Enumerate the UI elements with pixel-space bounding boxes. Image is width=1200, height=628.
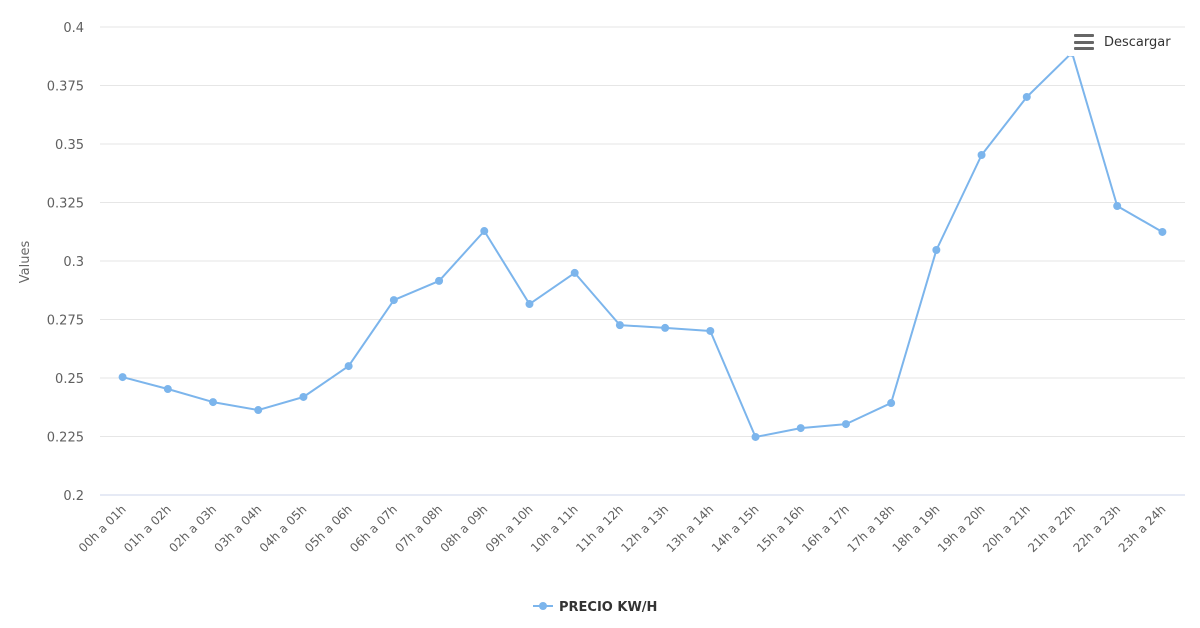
data-point[interactable] <box>977 150 986 159</box>
data-point[interactable] <box>299 392 308 401</box>
data-point[interactable] <box>751 432 760 441</box>
data-point[interactable] <box>796 424 805 433</box>
y-tick-label: 0.2 <box>63 489 84 504</box>
data-point[interactable] <box>706 326 715 335</box>
x-tick-label: 01h a 02h <box>121 502 174 555</box>
y-tick-label: 0.35 <box>55 138 84 153</box>
data-point[interactable] <box>1022 92 1031 101</box>
data-point[interactable] <box>254 406 263 415</box>
data-point[interactable] <box>1158 227 1167 236</box>
x-tick-label: 18h a 19h <box>890 502 943 555</box>
y-tick-label: 0.25 <box>55 372 84 387</box>
data-point[interactable] <box>841 420 850 429</box>
x-tick-label: 11h a 12h <box>573 502 626 555</box>
x-tick-label: 03h a 04h <box>212 502 265 555</box>
data-point[interactable] <box>615 321 624 330</box>
y-axis: 0.2 0.225 0.25 0.275 0.3 0.325 0.35 0.375 0.4 <box>47 21 84 504</box>
x-tick-label: 07h a 08h <box>392 502 445 555</box>
y-tick-label: 0.3 <box>63 255 84 270</box>
data-point[interactable] <box>209 398 218 407</box>
x-tick-label: 02h a 03h <box>166 502 219 555</box>
x-tick-label: 08h a 09h <box>438 502 491 555</box>
data-point[interactable] <box>1113 202 1122 211</box>
y-tick-label: 0.275 <box>47 314 84 329</box>
data-point[interactable] <box>570 268 579 277</box>
legend-item-label[interactable]: PRECIO KW/H <box>559 600 657 615</box>
x-tick-label: 16h a 17h <box>799 502 852 555</box>
data-point[interactable] <box>525 300 534 309</box>
download-label: Descargar <box>1104 34 1171 50</box>
data-point[interactable] <box>435 276 444 285</box>
x-tick-label: 22h a 23h <box>1070 502 1123 555</box>
data-point[interactable] <box>118 373 127 382</box>
x-tick-label: 15h a 16h <box>754 502 807 555</box>
data-point[interactable] <box>661 323 670 332</box>
x-tick-label: 23h a 24h <box>1116 502 1169 555</box>
x-tick-label: 20h a 21h <box>980 502 1033 555</box>
data-point[interactable] <box>480 227 489 236</box>
series-precio-kwh[interactable] <box>118 48 1167 441</box>
data-point[interactable] <box>389 296 398 305</box>
x-tick-label: 21h a 22h <box>1025 502 1078 555</box>
data-point[interactable] <box>932 246 941 255</box>
x-tick-label: 13h a 14h <box>664 502 717 555</box>
y-tick-label: 0.4 <box>63 21 84 36</box>
y-tick-label: 0.225 <box>47 431 84 446</box>
grid-lines <box>100 26 1185 496</box>
legend-marker-icon <box>539 602 547 610</box>
hamburger-menu-icon <box>1074 34 1094 50</box>
y-tick-label: 0.325 <box>47 197 84 212</box>
data-point[interactable] <box>163 384 172 393</box>
x-tick-label: 06h a 07h <box>347 502 400 555</box>
data-point[interactable] <box>344 362 353 371</box>
data-point[interactable] <box>887 399 896 408</box>
x-tick-label: 04h a 05h <box>257 502 310 555</box>
legend[interactable]: PRECIO KW/H <box>533 600 657 615</box>
x-tick-label: 05h a 06h <box>302 502 355 555</box>
y-axis-title: Values <box>18 241 33 284</box>
x-tick-label: 09h a 10h <box>483 502 536 555</box>
x-tick-label: 19h a 20h <box>935 502 988 555</box>
x-tick-label: 12h a 13h <box>618 502 671 555</box>
download-menu-button[interactable]: Descargar <box>1068 28 1177 56</box>
y-tick-label: 0.375 <box>47 80 84 95</box>
x-tick-label: 14h a 15h <box>709 502 762 555</box>
x-tick-label: 10h a 11h <box>528 502 581 555</box>
x-tick-label: 00h a 01h <box>76 502 129 555</box>
x-tick-label: 17h a 18h <box>844 502 897 555</box>
series-line <box>122 51 1163 438</box>
